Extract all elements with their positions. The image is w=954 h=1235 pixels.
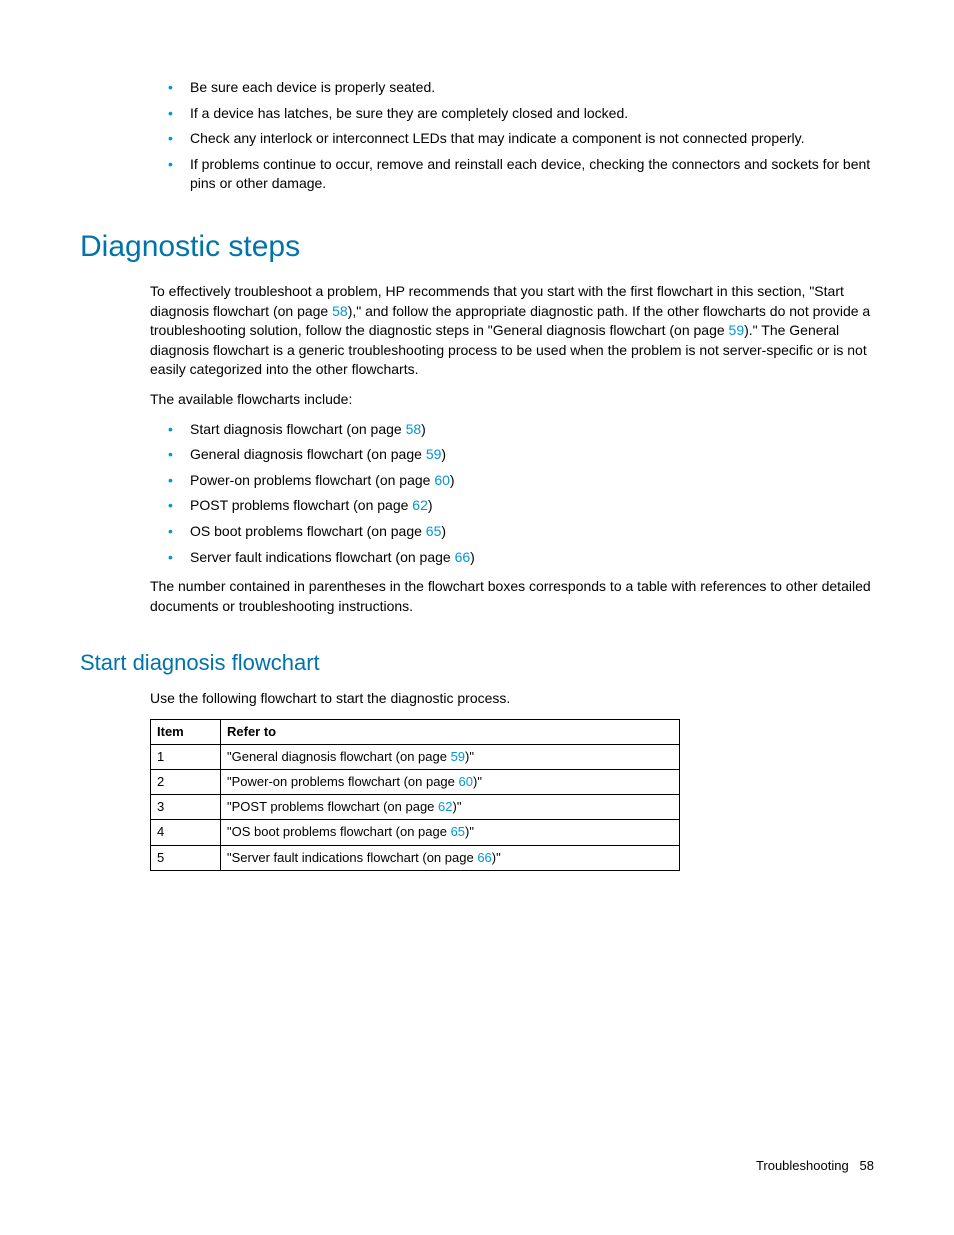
list-item: Server fault indications flowchart (on p…	[168, 548, 874, 568]
page-link[interactable]: 60	[434, 472, 450, 488]
text: )	[421, 421, 426, 437]
list-item: Start diagnosis flowchart (on page 58)	[168, 420, 874, 440]
table-cell: 2	[151, 770, 221, 795]
text: )"	[465, 749, 474, 764]
text: "POST problems flowchart (on page	[227, 799, 438, 814]
page-link[interactable]: 59	[729, 322, 745, 338]
table-cell: 1	[151, 744, 221, 769]
list-item: OS boot problems flowchart (on page 65)	[168, 522, 874, 542]
text: )	[441, 446, 446, 462]
page-footer: Troubleshooting 58	[756, 1157, 874, 1175]
text: )	[470, 549, 475, 565]
table-cell: "Power-on problems flowchart (on page 60…	[221, 770, 680, 795]
text: "OS boot problems flowchart (on page	[227, 824, 451, 839]
table-row: 1 "General diagnosis flowchart (on page …	[151, 744, 680, 769]
text: )"	[492, 850, 501, 865]
number-text: The number contained in parentheses in t…	[150, 577, 874, 616]
text: )	[441, 523, 446, 539]
table-wrapper: Item Refer to 1 "General diagnosis flowc…	[150, 719, 874, 871]
text: POST problems flowchart (on page	[190, 497, 412, 513]
table-row: 2 "Power-on problems flowchart (on page …	[151, 770, 680, 795]
table-header-row: Item Refer to	[151, 719, 680, 744]
table-header: Refer to	[221, 719, 680, 744]
available-text: The available flowcharts include:	[150, 390, 874, 410]
page-link[interactable]: 58	[332, 303, 348, 319]
footer-section: Troubleshooting	[756, 1158, 849, 1173]
intro-paragraph: To effectively troubleshoot a problem, H…	[150, 282, 874, 380]
table-row: 3 "POST problems flowchart (on page 62)"	[151, 795, 680, 820]
page-link[interactable]: 62	[412, 497, 428, 513]
table-cell: 3	[151, 795, 221, 820]
page-link[interactable]: 59	[426, 446, 442, 462]
page-link[interactable]: 58	[406, 421, 422, 437]
page-link[interactable]: 65	[451, 824, 465, 839]
list-item: If a device has latches, be sure they ar…	[168, 104, 874, 124]
table-cell: "POST problems flowchart (on page 62)"	[221, 795, 680, 820]
table-cell: 5	[151, 845, 221, 870]
text: "General diagnosis flowchart (on page	[227, 749, 451, 764]
flowchart-list: Start diagnosis flowchart (on page 58) G…	[168, 420, 874, 568]
page-link[interactable]: 62	[438, 799, 452, 814]
table-cell: "OS boot problems flowchart (on page 65)…	[221, 820, 680, 845]
list-item: POST problems flowchart (on page 62)	[168, 496, 874, 516]
list-item: General diagnosis flowchart (on page 59)	[168, 445, 874, 465]
page-link[interactable]: 65	[426, 523, 442, 539]
page-title: Diagnostic steps	[80, 226, 874, 268]
page-link[interactable]: 66	[477, 850, 491, 865]
text: Start diagnosis flowchart (on page	[190, 421, 406, 437]
text: "Server fault indications flowchart (on …	[227, 850, 477, 865]
text: )"	[473, 774, 482, 789]
table-cell: "Server fault indications flowchart (on …	[221, 845, 680, 870]
text: General diagnosis flowchart (on page	[190, 446, 426, 462]
sub-heading: Start diagnosis flowchart	[80, 648, 874, 679]
text: )	[450, 472, 455, 488]
sub-text: Use the following flowchart to start the…	[150, 689, 874, 709]
list-item: Check any interlock or interconnect LEDs…	[168, 129, 874, 149]
text: OS boot problems flowchart (on page	[190, 523, 426, 539]
page-content: Be sure each device is properly seated. …	[0, 0, 954, 871]
list-item: If problems continue to occur, remove an…	[168, 155, 874, 194]
table-header: Item	[151, 719, 221, 744]
text: Server fault indications flowchart (on p…	[190, 549, 455, 565]
list-item: Power-on problems flowchart (on page 60)	[168, 471, 874, 491]
list-item: Be sure each device is properly seated.	[168, 78, 874, 98]
top-bullet-list: Be sure each device is properly seated. …	[168, 78, 874, 194]
table-cell: "General diagnosis flowchart (on page 59…	[221, 744, 680, 769]
page-link[interactable]: 66	[455, 549, 471, 565]
text: "Power-on problems flowchart (on page	[227, 774, 459, 789]
table-row: 4 "OS boot problems flowchart (on page 6…	[151, 820, 680, 845]
table-cell: 4	[151, 820, 221, 845]
text: Power-on problems flowchart (on page	[190, 472, 434, 488]
page-link[interactable]: 60	[459, 774, 473, 789]
flowchart-table: Item Refer to 1 "General diagnosis flowc…	[150, 719, 680, 871]
text: )"	[465, 824, 474, 839]
footer-page-number: 58	[860, 1158, 874, 1173]
table-row: 5 "Server fault indications flowchart (o…	[151, 845, 680, 870]
page-link[interactable]: 59	[451, 749, 465, 764]
text: )"	[453, 799, 462, 814]
text: )	[428, 497, 433, 513]
